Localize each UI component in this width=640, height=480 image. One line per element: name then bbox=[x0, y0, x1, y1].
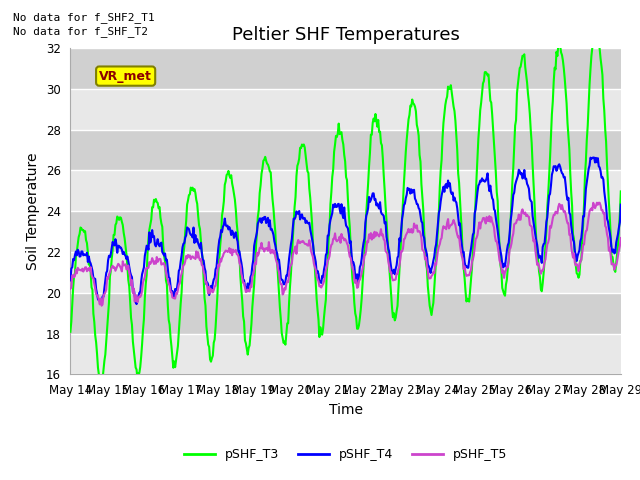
Text: No data for f_SHF_T2: No data for f_SHF_T2 bbox=[13, 26, 148, 37]
Bar bbox=[70, 89, 621, 130]
Text: VR_met: VR_met bbox=[99, 70, 152, 83]
pSHF_T3 bbox=[392, 315, 399, 321]
pSHF_T3 bbox=[67, 329, 74, 335]
pSHF_T4 bbox=[165, 274, 173, 280]
pSHF_T3 bbox=[97, 387, 104, 393]
Bar bbox=[70, 334, 621, 374]
pSHF_T4 bbox=[617, 202, 625, 207]
pSHF_T5 bbox=[435, 244, 443, 250]
pSHF_T4 bbox=[317, 279, 324, 285]
pSHF_T5 bbox=[165, 281, 173, 287]
pSHF_T3 bbox=[593, 26, 601, 32]
pSHF_T3 bbox=[165, 317, 173, 323]
Bar bbox=[70, 252, 621, 293]
Bar bbox=[70, 130, 621, 170]
pSHF_T5 bbox=[67, 286, 74, 291]
pSHF_T4 bbox=[209, 281, 217, 287]
pSHF_T4 bbox=[435, 210, 443, 216]
pSHF_T5 bbox=[392, 276, 399, 282]
pSHF_T4 bbox=[589, 155, 597, 160]
Bar bbox=[70, 211, 621, 252]
Text: No data for f_SHF2_T1: No data for f_SHF2_T1 bbox=[13, 12, 154, 23]
pSHF_T3 bbox=[482, 69, 490, 75]
pSHF_T4 bbox=[392, 266, 399, 272]
pSHF_T3 bbox=[209, 353, 217, 359]
pSHF_T4 bbox=[132, 301, 140, 307]
Line: pSHF_T3: pSHF_T3 bbox=[70, 29, 621, 390]
Bar bbox=[70, 170, 621, 211]
Title: Peltier SHF Temperatures: Peltier SHF Temperatures bbox=[232, 25, 460, 44]
Bar bbox=[70, 293, 621, 334]
Y-axis label: Soil Temperature: Soil Temperature bbox=[26, 153, 40, 270]
pSHF_T5 bbox=[482, 221, 490, 227]
pSHF_T5 bbox=[209, 289, 217, 295]
pSHF_T3 bbox=[435, 209, 443, 215]
pSHF_T3 bbox=[317, 324, 324, 330]
pSHF_T4 bbox=[67, 277, 74, 283]
pSHF_T5 bbox=[317, 283, 324, 289]
pSHF_T5 bbox=[98, 303, 106, 309]
pSHF_T5 bbox=[593, 200, 601, 205]
X-axis label: Time: Time bbox=[328, 403, 363, 417]
Bar bbox=[70, 48, 621, 89]
pSHF_T5 bbox=[617, 235, 625, 241]
pSHF_T4 bbox=[482, 178, 490, 183]
Line: pSHF_T4: pSHF_T4 bbox=[70, 157, 621, 304]
Legend: pSHF_T3, pSHF_T4, pSHF_T5: pSHF_T3, pSHF_T4, pSHF_T5 bbox=[179, 443, 513, 466]
pSHF_T3 bbox=[617, 189, 625, 194]
Line: pSHF_T5: pSHF_T5 bbox=[70, 203, 621, 306]
